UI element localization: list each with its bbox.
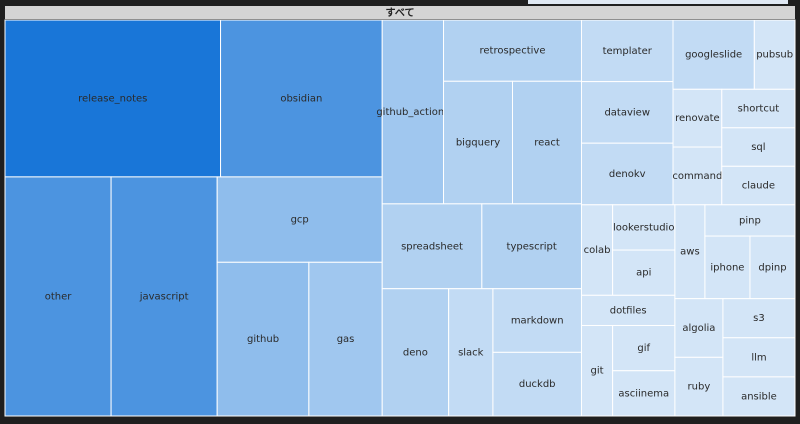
tile[interactable] bbox=[721, 165, 796, 206]
tile[interactable] bbox=[443, 19, 582, 82]
tile[interactable] bbox=[672, 146, 723, 206]
tile[interactable] bbox=[580, 294, 676, 326]
tile[interactable] bbox=[722, 298, 796, 339]
tile[interactable] bbox=[4, 176, 112, 417]
tile[interactable] bbox=[381, 203, 483, 290]
tile[interactable] bbox=[704, 235, 751, 300]
tile[interactable] bbox=[612, 249, 676, 296]
tile[interactable] bbox=[612, 324, 676, 372]
tile[interactable] bbox=[722, 337, 796, 378]
tile[interactable] bbox=[448, 288, 494, 417]
tile[interactable] bbox=[672, 19, 755, 90]
tile[interactable] bbox=[308, 261, 383, 417]
root-header[interactable] bbox=[5, 6, 795, 19]
tile[interactable] bbox=[381, 288, 450, 417]
tile[interactable] bbox=[580, 324, 614, 417]
tile[interactable] bbox=[216, 176, 383, 263]
tile[interactable] bbox=[492, 351, 582, 417]
tile[interactable] bbox=[580, 81, 674, 144]
tile[interactable] bbox=[512, 80, 582, 205]
tile[interactable] bbox=[110, 176, 218, 417]
tile[interactable] bbox=[612, 204, 676, 251]
tile[interactable] bbox=[381, 19, 445, 205]
tile[interactable] bbox=[721, 88, 796, 129]
tile[interactable] bbox=[749, 235, 796, 300]
tile[interactable] bbox=[580, 142, 674, 206]
tile[interactable] bbox=[674, 298, 724, 358]
tile[interactable] bbox=[753, 19, 796, 90]
tile[interactable] bbox=[216, 261, 310, 417]
tile[interactable] bbox=[612, 370, 676, 417]
tile[interactable] bbox=[674, 204, 706, 300]
tile[interactable] bbox=[580, 204, 614, 296]
tile[interactable] bbox=[4, 19, 222, 178]
top-fragment bbox=[528, 0, 788, 4]
tile[interactable] bbox=[674, 356, 724, 417]
tile[interactable] bbox=[220, 19, 383, 178]
tile[interactable] bbox=[443, 80, 514, 205]
tile[interactable] bbox=[492, 288, 582, 353]
tile[interactable] bbox=[704, 204, 796, 237]
tile[interactable] bbox=[481, 203, 582, 290]
tile[interactable] bbox=[580, 19, 674, 83]
tile[interactable] bbox=[721, 127, 796, 167]
tile[interactable] bbox=[722, 376, 796, 417]
tile[interactable] bbox=[672, 88, 723, 148]
